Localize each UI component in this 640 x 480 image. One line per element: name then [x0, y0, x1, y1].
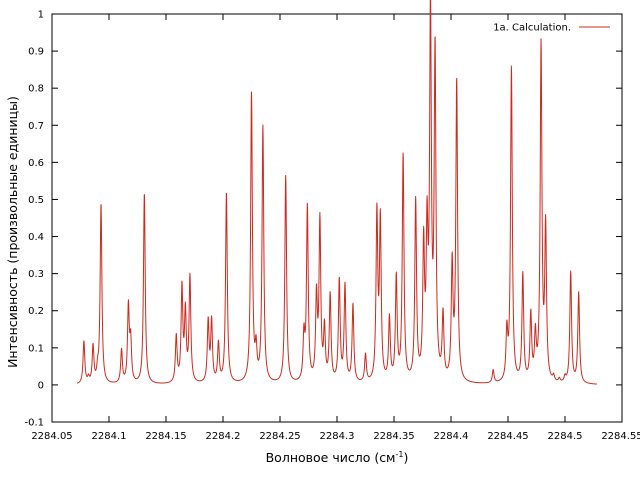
y-tick-label: 0.8	[28, 84, 44, 95]
x-tick-label: 2284.15	[145, 431, 186, 442]
x-axis-ticks: 2284.05 2284.1 2284.15 2284.2 2284.25 2284.3 2…	[31, 14, 640, 442]
x-tick-label: 2284.1	[92, 431, 127, 442]
x-tick-label: 2284.4	[434, 431, 469, 442]
y-tick-label: 0.5	[28, 195, 44, 206]
x-tick-label: 2284.55	[601, 431, 640, 442]
y-tick-label: 1	[38, 10, 44, 21]
y-axis-ticks: -0.1 0 0.1 0.2 0.3 0.4 0.5 0.6 0.7 0.8 0.9 1	[24, 10, 622, 429]
y-axis-label: Интенсивность (произвольные единицы)	[5, 96, 20, 368]
x-tick-label: 2284.5	[548, 431, 583, 442]
legend: 1a. Calculation.	[493, 23, 610, 34]
y-tick-label: -0.1	[24, 418, 44, 429]
legend-entry-label: 1a. Calculation.	[493, 23, 571, 34]
y-tick-label: 0.2	[28, 306, 44, 317]
y-tick-label: 0	[38, 380, 44, 391]
x-tick-label: 2284.3	[320, 431, 355, 442]
x-tick-label: 2284.35	[373, 431, 414, 442]
x-axis-label-superscript: -1	[396, 450, 404, 459]
x-axis-label-main: Волновое число (см	[266, 450, 396, 465]
x-axis-label: Волновое число (см-1)	[266, 450, 409, 465]
series-layer	[76, 0, 598, 385]
x-axis-label-tail: )	[403, 450, 408, 465]
series-line-calculation	[76, 0, 598, 385]
y-tick-label: 0.3	[28, 269, 44, 280]
y-tick-label: 0.4	[28, 232, 44, 243]
y-tick-label: 0.7	[28, 121, 44, 132]
x-tick-label: 2284.45	[487, 431, 528, 442]
x-tick-label: 2284.2	[206, 431, 241, 442]
y-tick-label: 0.6	[28, 158, 44, 169]
y-tick-label: 0.9	[28, 47, 44, 58]
x-tick-label: 2284.05	[31, 431, 72, 442]
x-tick-label: 2284.25	[259, 431, 300, 442]
y-tick-label: 0.1	[28, 343, 44, 354]
